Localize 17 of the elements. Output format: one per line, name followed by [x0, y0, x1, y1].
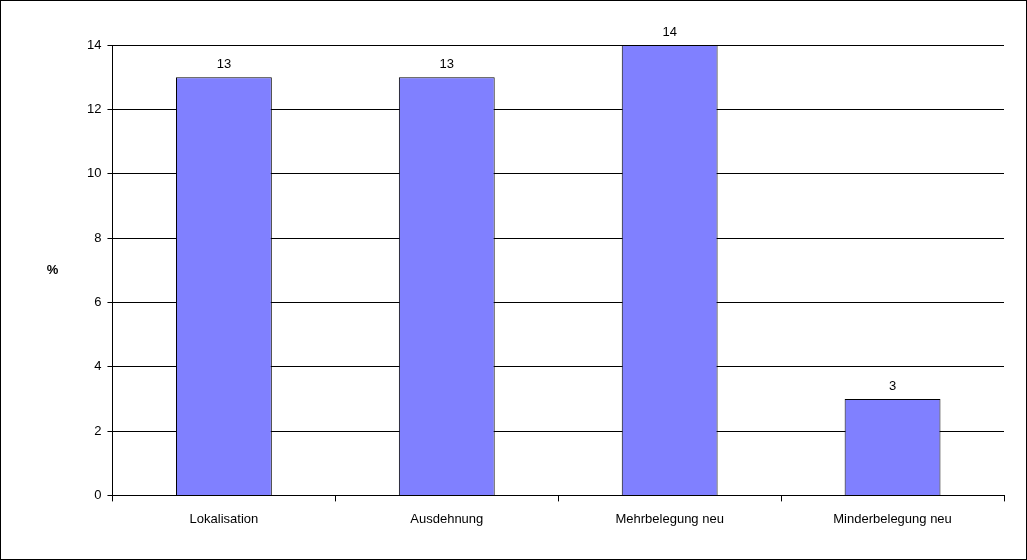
data-label: 13 [439, 56, 455, 72]
y-tick-label: 6 [94, 293, 102, 309]
data-label: 14 [662, 24, 677, 40]
x-tick-label: Mehrbelegung neu [615, 510, 724, 526]
data-label: 13 [216, 56, 232, 72]
x-tick-label: Ausdehnung [410, 510, 484, 526]
x-tick-label: Minderbelegung neu [833, 510, 952, 526]
y-axis-title: % [46, 261, 59, 277]
y-tick-label: 10 [86, 165, 102, 181]
y-tick-label: 2 [94, 422, 102, 438]
data-label: 3 [888, 377, 897, 393]
y-tick-label: 0 [94, 486, 102, 502]
y-tick-label: 8 [94, 229, 102, 245]
x-tick-label: Lokalisation [189, 510, 259, 526]
y-tick-label: 12 [86, 100, 102, 116]
y-tick-label: 4 [94, 358, 102, 374]
y-tick-label: 14 [86, 36, 102, 52]
